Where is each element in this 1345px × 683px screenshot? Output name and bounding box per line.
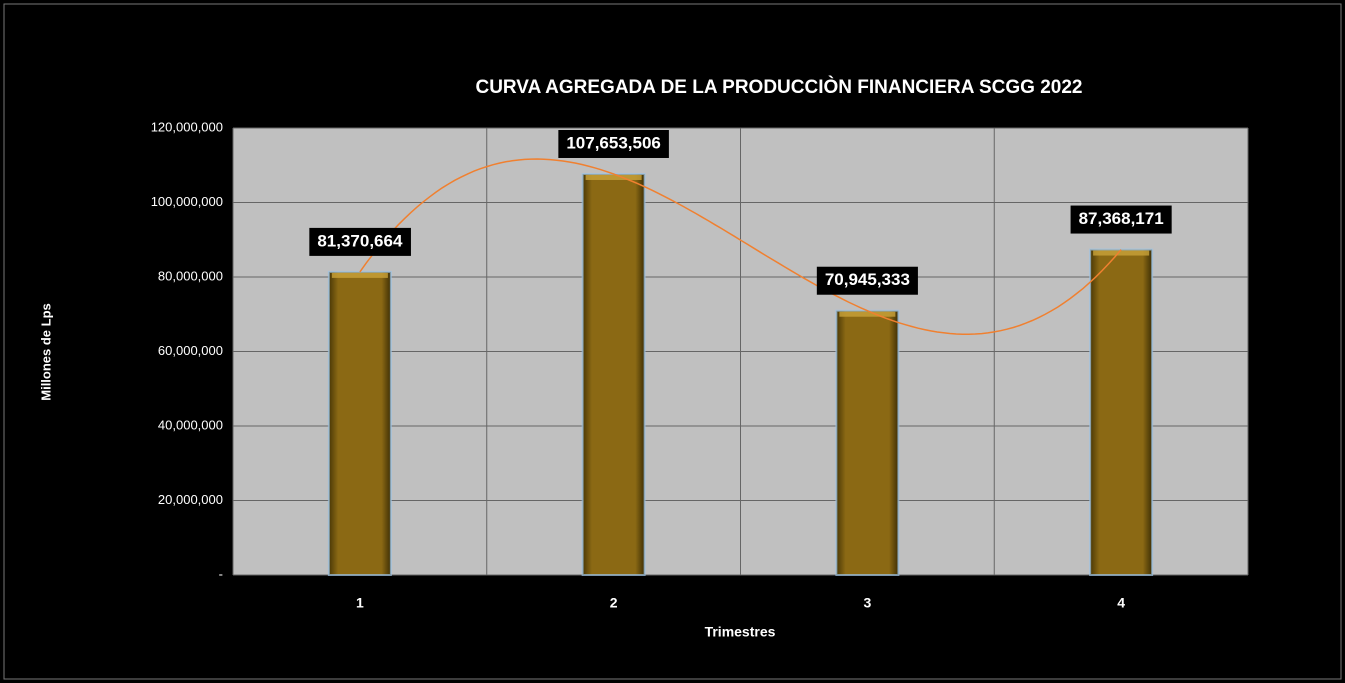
y-tick-label: 120,000,000 bbox=[151, 119, 223, 134]
bar-bevel bbox=[331, 272, 388, 278]
x-tick-label: 2 bbox=[610, 595, 618, 611]
bar bbox=[327, 270, 392, 576]
y-axis-label: Millones de Lps bbox=[38, 303, 53, 401]
bar-bevel bbox=[585, 174, 642, 180]
x-tick-label: 1 bbox=[356, 595, 364, 611]
x-tick-label: 4 bbox=[1117, 595, 1125, 611]
x-axis-label: Trimestres bbox=[705, 624, 776, 640]
bar bbox=[1089, 248, 1154, 576]
y-tick-label: 60,000,000 bbox=[158, 343, 223, 358]
value-label-box bbox=[816, 266, 918, 295]
value-label-box bbox=[1070, 205, 1172, 234]
value-label: 107,653,506 bbox=[566, 133, 661, 152]
bar bbox=[581, 172, 646, 576]
y-tick-label: 100,000,000 bbox=[151, 194, 223, 209]
y-tick-label: 40,000,000 bbox=[158, 417, 223, 432]
y-tick-label: 20,000,000 bbox=[158, 492, 223, 507]
bar-bevel bbox=[839, 311, 896, 317]
chart-title: CURVA AGREGADA DE LA PRODUCCIÒN FINANCIE… bbox=[475, 76, 1082, 98]
value-label-box bbox=[309, 227, 411, 256]
value-label-box bbox=[558, 129, 669, 158]
value-label: 81,370,664 bbox=[317, 231, 403, 250]
y-tick-label: - bbox=[219, 566, 223, 581]
y-tick-label: 80,000,000 bbox=[158, 268, 223, 283]
bar-bevel bbox=[1093, 250, 1150, 256]
x-tick-label: 3 bbox=[863, 595, 871, 611]
bar bbox=[835, 309, 900, 576]
trendline bbox=[359, 158, 1122, 335]
value-label: 70,945,333 bbox=[825, 270, 910, 289]
value-label: 87,368,171 bbox=[1079, 209, 1164, 228]
